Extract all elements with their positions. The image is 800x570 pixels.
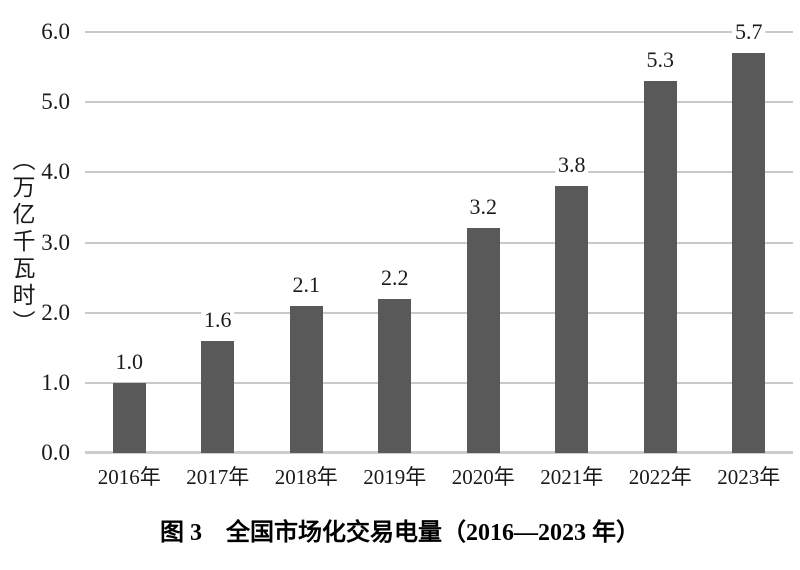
bar-2023年 (732, 53, 765, 453)
x-tick-label-2021年: 2021年 (540, 465, 604, 489)
bar-2018年 (290, 306, 323, 453)
x-tick-label-2019年: 2019年 (363, 465, 427, 489)
bar-2019年 (378, 299, 411, 453)
bar-2020年 (467, 228, 500, 453)
gridline-3 (85, 241, 793, 244)
value-label-2.2: 2.2 (378, 265, 412, 291)
y-tick-label-2.0: 2.0 (41, 299, 70, 325)
gridline-1 (85, 381, 793, 384)
value-label-1.6: 1.6 (201, 307, 235, 333)
value-label-3.2: 3.2 (466, 194, 500, 220)
y-tick-label-5.0: 5.0 (41, 89, 70, 115)
x-tick-label-2020年: 2020年 (451, 465, 515, 489)
y-axis-title: （万亿千瓦时） (9, 148, 34, 337)
value-label-2.1: 2.1 (289, 272, 323, 298)
y-tick-label-6.0: 6.0 (41, 19, 70, 44)
y-tick-label-4.0: 4.0 (41, 159, 70, 185)
y-tick-label-0.0: 0.0 (41, 440, 70, 465)
value-label-5.3: 5.3 (643, 47, 677, 73)
x-tick-label-2018年: 2018年 (274, 465, 338, 489)
y-tick-label-3.0: 3.0 (41, 229, 70, 255)
x-tick-label-2023年: 2023年 (717, 465, 781, 489)
value-label-5.7: 5.7 (732, 19, 766, 45)
plot-area: 1.0 1.6 2.1 2.2 3.2 3.8 5.3 5.7 (85, 19, 793, 454)
bar-2021年 (555, 186, 588, 453)
x-tick-label-2017年: 2017年 (186, 465, 250, 489)
bar-2016年 (113, 383, 146, 453)
value-label-1.0: 1.0 (112, 349, 146, 375)
gridline-5 (85, 101, 793, 104)
bar-2022年 (644, 81, 677, 453)
gridline-2 (85, 311, 793, 314)
x-tick-label-2022年: 2022年 (628, 465, 692, 489)
gridline-4 (85, 171, 793, 174)
figure-caption: 图 3 全国市场化交易电量（2016—2023 年） (160, 520, 640, 546)
gridline-6 (85, 31, 793, 33)
value-label-3.8: 3.8 (555, 152, 589, 178)
x-axis-line (85, 451, 793, 454)
y-tick-label-1.0: 1.0 (41, 369, 70, 395)
bar-2017年 (201, 341, 234, 453)
x-tick-label-2016年: 2016年 (97, 465, 161, 489)
